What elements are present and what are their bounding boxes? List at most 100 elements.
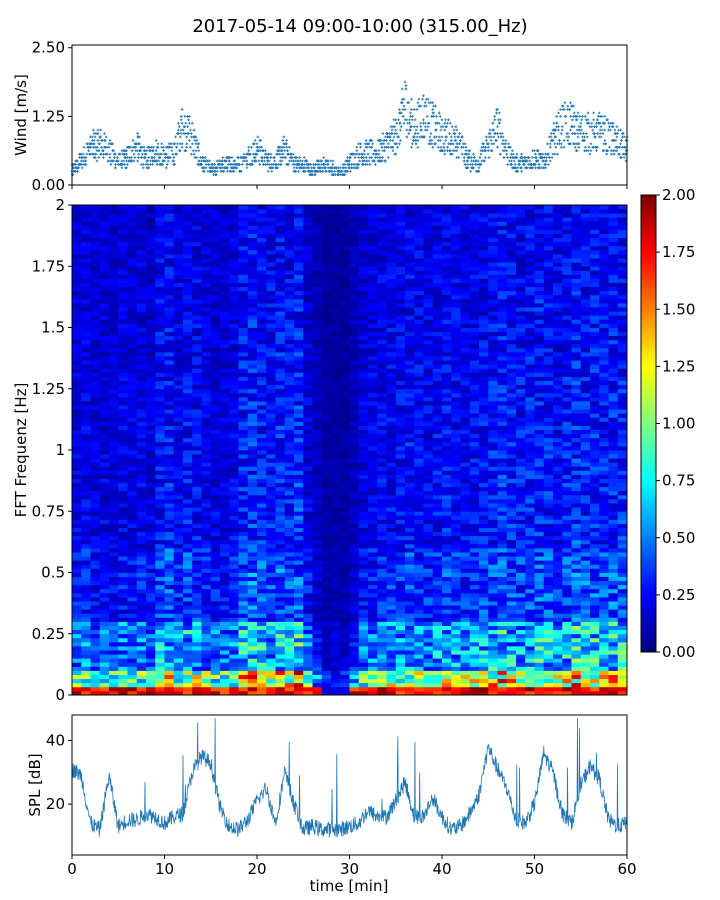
spectrogram-cell <box>90 241 101 247</box>
wind-point <box>93 156 97 159</box>
spectrogram-cell <box>81 441 91 447</box>
wind-point <box>108 156 112 159</box>
spectrogram-cell <box>303 384 313 390</box>
spectrogram-cell <box>294 572 304 577</box>
spectrogram-cell <box>155 229 165 234</box>
spectrogram-cell <box>183 392 193 398</box>
spectrogram-cell <box>275 360 286 365</box>
wind-point <box>125 152 128 156</box>
spectrogram-cell <box>136 294 147 300</box>
spectrogram-cell <box>303 437 313 443</box>
wind-point <box>398 142 401 146</box>
spectrogram-cell <box>257 666 267 671</box>
spectrogram-cell <box>164 258 175 263</box>
spectrogram-cell <box>294 507 304 512</box>
spectrogram-cell <box>201 315 212 320</box>
wind-point <box>486 149 490 152</box>
spectrogram-cell <box>303 613 313 618</box>
spectrogram-cell <box>266 409 276 414</box>
spectrogram-cell <box>136 466 147 471</box>
spectrogram-cell <box>275 462 286 467</box>
wind-point <box>297 169 300 173</box>
wind-point <box>584 115 587 118</box>
spectrogram-cell <box>109 621 119 626</box>
spectrogram-cell <box>284 499 295 504</box>
spectrogram-cell <box>229 331 239 337</box>
spectrogram-cell <box>303 650 313 655</box>
wind-point <box>366 152 370 156</box>
wind-point <box>609 152 613 156</box>
spectrogram-cell <box>229 441 239 447</box>
spectrogram-cell <box>72 327 82 332</box>
spectrogram-cell <box>109 617 119 622</box>
spectrogram-cell <box>99 205 110 210</box>
spectrogram-cell <box>81 629 91 635</box>
spectrogram-cell <box>220 503 230 508</box>
spectrogram-cell <box>127 499 138 504</box>
spectrogram-cell <box>238 376 249 381</box>
spectrogram-cell <box>99 486 110 492</box>
spectrogram-cell <box>118 674 128 680</box>
spectrogram-cell <box>266 609 276 614</box>
spectrogram-cell <box>284 609 295 614</box>
wind-point <box>548 156 551 159</box>
spectrogram-cell <box>284 266 295 271</box>
spectrogram-cell <box>118 580 128 586</box>
spectrogram-cell <box>164 597 175 602</box>
wind-point <box>363 152 366 156</box>
spectrogram-cell <box>173 580 184 586</box>
wind-point <box>600 115 604 118</box>
spectrogram-cell <box>275 490 286 496</box>
spectrogram-cell <box>127 372 138 377</box>
wind-scatter <box>70 80 629 177</box>
spectrogram-cell <box>201 564 212 569</box>
spectrogram-cell <box>146 478 156 484</box>
spectrogram-cell <box>201 225 212 230</box>
spectrogram-cell <box>201 499 212 504</box>
spectrogram-cell <box>303 368 313 373</box>
spectrogram-cell <box>247 572 258 577</box>
spectrogram-cell <box>81 531 91 537</box>
spectrogram-cell <box>192 311 202 316</box>
spectrogram-cell <box>210 274 221 279</box>
spectrogram-cell <box>229 294 239 300</box>
spectrogram-cell <box>81 486 91 492</box>
spectrogram-cell <box>183 646 193 651</box>
spectrogram-cell <box>257 548 267 553</box>
spectrogram-cell <box>118 352 128 357</box>
spectrogram-cell <box>146 266 156 271</box>
spectrogram-cell <box>257 270 267 275</box>
spectrogram-cell <box>229 543 239 549</box>
spectrogram-cell <box>173 454 184 459</box>
spectrogram-cell <box>229 303 239 308</box>
spectrogram-cell <box>257 380 267 386</box>
spectrogram-cell <box>183 625 193 631</box>
wind-point <box>215 173 218 177</box>
spectrogram-cell <box>90 576 101 582</box>
spectrogram-cell <box>192 621 202 626</box>
spectrogram-cell <box>303 503 313 508</box>
spectrogram-cell <box>81 352 91 357</box>
spectrogram-cell <box>146 650 156 655</box>
spectrogram-cell <box>164 588 175 594</box>
spectrogram-cell <box>192 597 202 602</box>
spectrogram-cell <box>72 621 82 626</box>
spectrogram-cell <box>229 360 239 365</box>
spectrogram-cell <box>266 303 276 308</box>
wind-point <box>443 149 447 152</box>
wind-point <box>528 159 532 163</box>
spectrogram-cell <box>81 601 91 606</box>
spectrogram-cell <box>146 601 156 606</box>
wind-point <box>152 145 155 149</box>
spectrogram-cell <box>201 376 212 381</box>
spectrogram-cell <box>90 290 101 296</box>
spectrogram-cell <box>201 405 212 410</box>
spectrogram-cell <box>192 339 202 345</box>
wind-point <box>290 156 294 159</box>
spectrogram-cell <box>247 641 258 647</box>
spectrogram-cell <box>81 609 91 614</box>
spectrogram-cell <box>229 678 239 684</box>
spectrogram-cell <box>275 254 286 259</box>
spectrogram-cell <box>266 633 276 639</box>
wind-point <box>557 125 560 128</box>
